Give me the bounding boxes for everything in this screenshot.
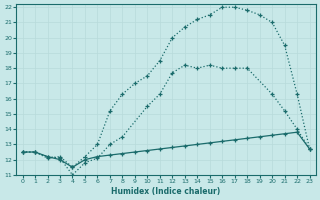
- X-axis label: Humidex (Indice chaleur): Humidex (Indice chaleur): [111, 187, 221, 196]
